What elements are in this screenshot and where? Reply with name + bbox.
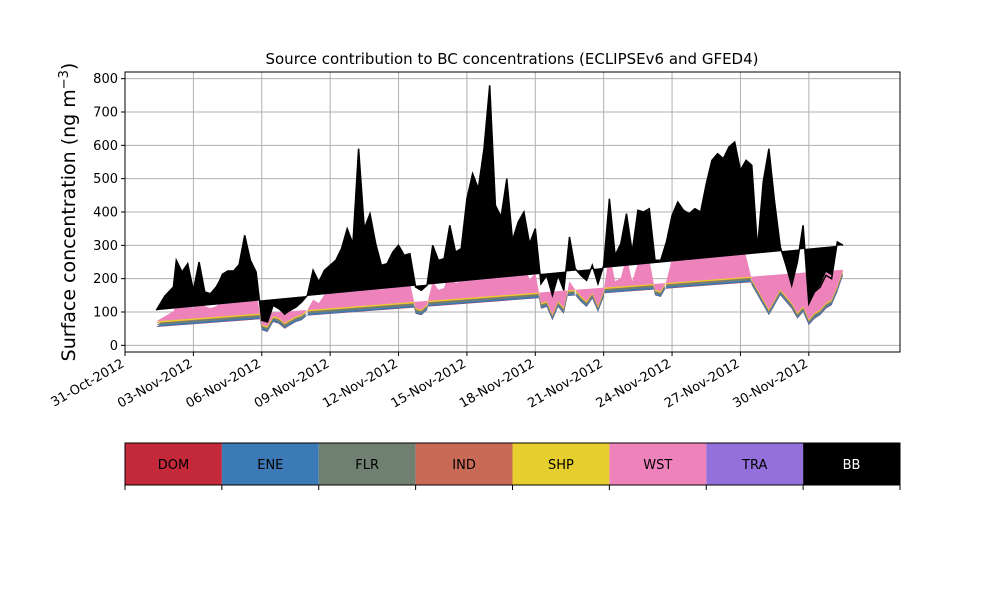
legend-swatch-tra [706,443,804,485]
legend-swatch-dom [125,443,222,485]
chart-title: Source contribution to BC concentrations… [265,50,758,68]
legend-label-wst: WST [643,458,672,473]
y-tick-label: 500 [93,172,118,187]
x-axis: 31-Oct-201203-Nov-201206-Nov-201209-Nov-… [49,352,811,411]
x-tick-label: 31-Oct-2012 [49,356,127,410]
y-axis-label-close: ) [58,63,80,70]
legend-swatch-wst [609,443,707,485]
y-axis-label-main: Surface concentration (ng m [58,89,80,361]
y-tick-label: 100 [93,306,118,321]
x-tick-label: 06-Nov-2012 [183,356,263,411]
y-tick-label: 600 [93,139,118,154]
y-tick-label: 700 [93,106,118,121]
legend-label-tra: TRA [741,458,767,473]
total-line-layer [155,85,844,323]
y-tick-label: 400 [93,206,118,221]
legend-label-ene: ENE [257,458,283,473]
x-tick-label: 24-Nov-2012 [594,356,674,411]
x-tick-label: 03-Nov-2012 [115,356,195,411]
y-tick-label: 200 [93,272,118,287]
legend-label-dom: DOM [158,458,189,473]
y-tick-label: 800 [93,72,118,87]
y-tick-label: 300 [93,239,118,254]
area-bb [156,85,844,322]
legend-swatch-bb [803,443,900,485]
legend-swatch-ene [221,443,319,485]
legend-colorbar: DOM ENE FLR IND SHP WST TRA BB [124,442,901,490]
x-tick-label: 27-Nov-2012 [662,356,742,411]
legend-swatch-ind [415,443,513,485]
y-axis: 0 100 200 300 400 500 600 700 800 [93,72,125,354]
legend-label-shp: SHP [548,458,574,473]
legend-label-bb: BB [843,458,861,473]
x-tick-label: 15-Nov-2012 [389,356,469,411]
y-tick-label: 0 [110,339,118,354]
x-tick-label: 21-Nov-2012 [525,356,605,411]
x-tick-label: 12-Nov-2012 [320,356,400,411]
area-layers [156,85,844,332]
legend-frame [124,442,901,486]
legend-swatch-shp [512,443,610,485]
legend-label-ind: IND [452,458,476,473]
x-tick-label: 09-Nov-2012 [252,356,332,411]
total-concentration-line [155,85,844,323]
legend-label-flr: FLR [355,458,379,473]
legend-swatch-flr [318,443,416,485]
y-axis-label: Surface concentration (ng m−3) [57,63,80,362]
x-tick-label: 18-Nov-2012 [457,356,537,411]
x-tick-label: 30-Nov-2012 [731,356,811,411]
y-axis-label-exponent: −3 [57,70,72,89]
